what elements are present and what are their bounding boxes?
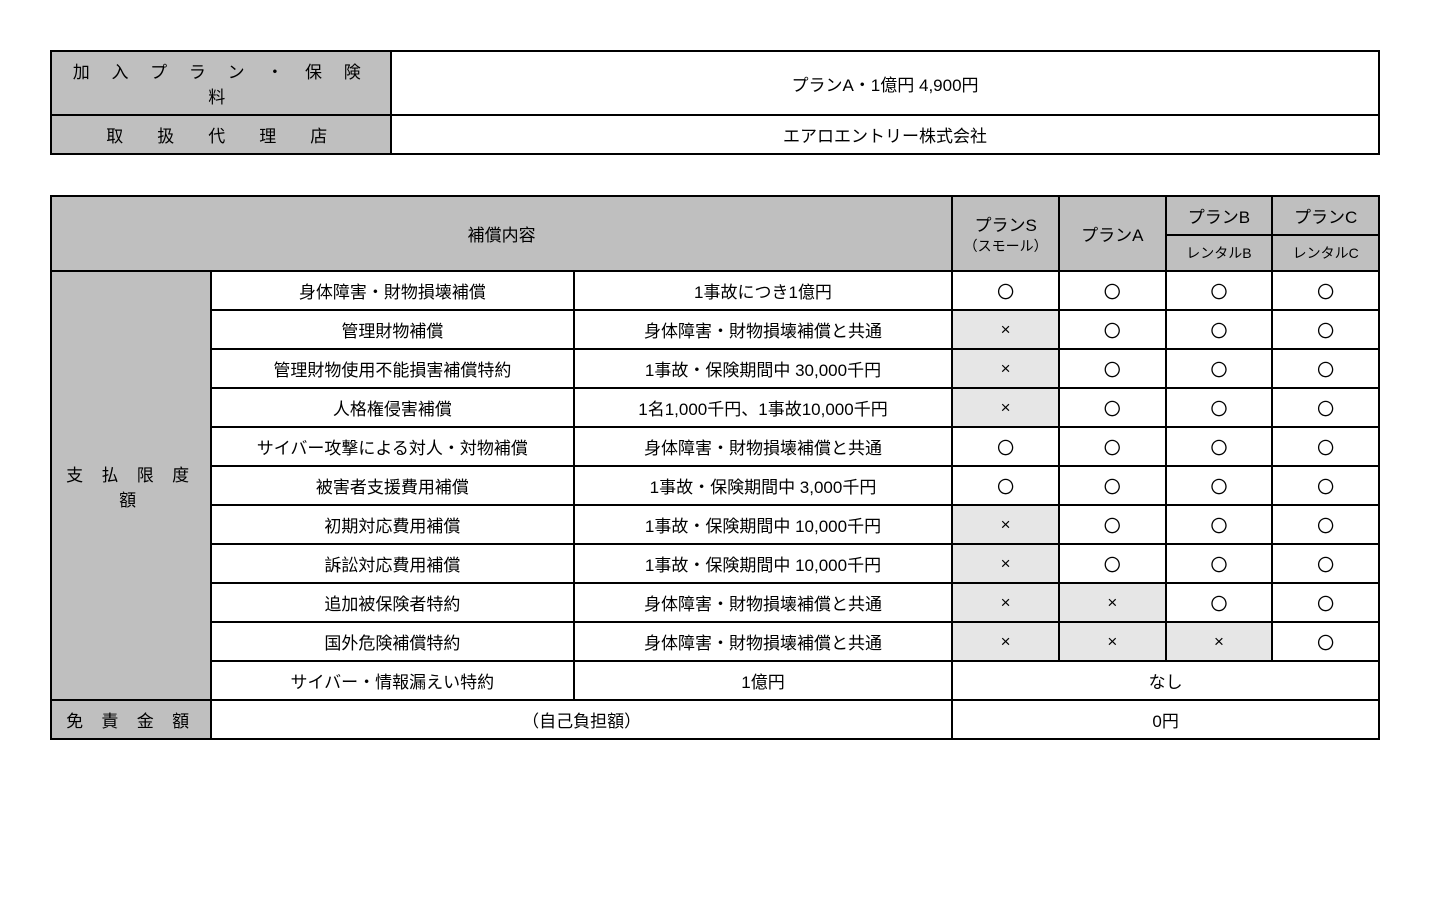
coverage-name: 訴訟対応費用補償	[211, 544, 574, 583]
coverage-amount: 1事故・保険期間中 30,000千円	[574, 349, 953, 388]
agency-label: 取 扱 代 理 店	[51, 115, 391, 154]
coverage-amount: 1名1,000千円、1事故10,000千円	[574, 388, 953, 427]
coverage-row: 国外危険補償特約身体障害・財物損壊補償と共通×××〇	[51, 622, 1379, 661]
plan-mark-cell: 〇	[1166, 583, 1273, 622]
plan-mark-cell: 〇	[952, 466, 1059, 505]
coverage-amount: 1事故につき1億円	[574, 271, 953, 310]
coverage-row: 訴訟対応費用補償1事故・保険期間中 10,000千円×〇〇〇	[51, 544, 1379, 583]
coverage-row: 被害者支援費用補償1事故・保険期間中 3,000千円〇〇〇〇	[51, 466, 1379, 505]
coverage-name: サイバー攻撃による対人・対物補償	[211, 427, 574, 466]
deductible-value: 0円	[952, 700, 1379, 739]
coverage-header: 補償内容	[51, 196, 952, 271]
plan-mark-cell: 〇	[1272, 505, 1379, 544]
plan-mark-cell: 〇	[1059, 388, 1166, 427]
coverage-name: サイバー・情報漏えい特約	[211, 661, 574, 700]
coverage-name: 管理財物使用不能損害補償特約	[211, 349, 574, 388]
agency-value: エアロエントリー株式会社	[391, 115, 1379, 154]
coverage-row: 管理財物使用不能損害補償特約1事故・保険期間中 30,000千円×〇〇〇	[51, 349, 1379, 388]
plan-mark-cell: 〇	[1059, 349, 1166, 388]
plan-s-header: プランS （スモール）	[952, 196, 1059, 271]
plan-mark-cell: 〇	[1059, 466, 1166, 505]
plan-mark-cell: 〇	[1059, 544, 1166, 583]
coverage-row: 追加被保険者特約身体障害・財物損壊補償と共通××〇〇	[51, 583, 1379, 622]
plan-mark-cell: ×	[952, 310, 1059, 349]
plan-mark-cell: 〇	[1059, 427, 1166, 466]
plan-mark-cell: 〇	[1272, 622, 1379, 661]
plan-mark-cell: 〇	[1272, 349, 1379, 388]
coverage-name: 初期対応費用補償	[211, 505, 574, 544]
coverage-body: 支 払 限 度 額身体障害・財物損壊補償1事故につき1億円〇〇〇〇管理財物補償身…	[51, 271, 1379, 700]
plan-b-header: プランB	[1166, 196, 1273, 235]
plan-s-label: プランS	[974, 216, 1036, 235]
plan-mark-cell: 〇	[1166, 349, 1273, 388]
plan-mark-cell: 〇	[1166, 505, 1273, 544]
plan-value: プランA・1億円 4,900円	[391, 51, 1379, 115]
plan-mark-cell: 〇	[952, 427, 1059, 466]
plan-mark-cell: 〇	[1166, 271, 1273, 310]
plan-mark-cell: 〇	[1272, 427, 1379, 466]
plan-mark-cell: 〇	[1166, 388, 1273, 427]
coverage-row: 人格権侵害補償1名1,000千円、1事故10,000千円×〇〇〇	[51, 388, 1379, 427]
document-container: 加 入 プ ラ ン ・ 保 険 料 プランA・1億円 4,900円 取 扱 代 …	[50, 50, 1380, 740]
header-row-agency: 取 扱 代 理 店 エアロエントリー株式会社	[51, 115, 1379, 154]
plan-mark-cell: ×	[952, 388, 1059, 427]
coverage-amount: 身体障害・財物損壊補償と共通	[574, 310, 953, 349]
coverage-name: 追加被保険者特約	[211, 583, 574, 622]
plan-mark-cell: 〇	[1166, 466, 1273, 505]
plan-mark-cell: ×	[1059, 583, 1166, 622]
coverage-name: 人格権侵害補償	[211, 388, 574, 427]
coverage-amount: 1事故・保険期間中 10,000千円	[574, 505, 953, 544]
deductible-note: （自己負担額）	[211, 700, 952, 739]
plan-mark-cell: ×	[1059, 622, 1166, 661]
plan-a-header: プランA	[1059, 196, 1166, 271]
coverage-row: 支 払 限 度 額身体障害・財物損壊補償1事故につき1億円〇〇〇〇	[51, 271, 1379, 310]
plan-mark-cell: 〇	[952, 271, 1059, 310]
plan-s-sublabel: （スモール）	[964, 238, 1048, 254]
coverage-amount: 1事故・保険期間中 10,000千円	[574, 544, 953, 583]
coverage-amount: 身体障害・財物損壊補償と共通	[574, 427, 953, 466]
coverage-amount: 1億円	[574, 661, 953, 700]
coverage-row: 管理財物補償身体障害・財物損壊補償と共通×〇〇〇	[51, 310, 1379, 349]
plan-b-sublabel: レンタルB	[1166, 235, 1273, 271]
coverage-row: 初期対応費用補償1事故・保険期間中 10,000千円×〇〇〇	[51, 505, 1379, 544]
coverage-name: 被害者支援費用補償	[211, 466, 574, 505]
merged-none-cell: なし	[952, 661, 1379, 700]
plan-mark-cell: 〇	[1166, 310, 1273, 349]
coverage-amount: 身体障害・財物損壊補償と共通	[574, 583, 953, 622]
plan-mark-cell: 〇	[1166, 544, 1273, 583]
coverage-name: 国外危険補償特約	[211, 622, 574, 661]
coverage-row: サイバー攻撃による対人・対物補償身体障害・財物損壊補償と共通〇〇〇〇	[51, 427, 1379, 466]
plan-mark-cell: 〇	[1059, 271, 1166, 310]
plan-c-header: プランC	[1272, 196, 1379, 235]
plan-mark-cell: ×	[952, 544, 1059, 583]
payment-limit-label: 支 払 限 度 額	[51, 271, 211, 700]
coverage-amount: 1事故・保険期間中 3,000千円	[574, 466, 953, 505]
header-table: 加 入 プ ラ ン ・ 保 険 料 プランA・1億円 4,900円 取 扱 代 …	[50, 50, 1380, 155]
plan-mark-cell: 〇	[1272, 466, 1379, 505]
plan-mark-cell: 〇	[1059, 310, 1166, 349]
coverage-table: 補償内容 プランS （スモール） プランA プランB プランC レンタルB レン…	[50, 195, 1380, 740]
plan-mark-cell: 〇	[1272, 310, 1379, 349]
header-row-plan: 加 入 プ ラ ン ・ 保 険 料 プランA・1億円 4,900円	[51, 51, 1379, 115]
plan-mark-cell: 〇	[1059, 505, 1166, 544]
plan-mark-cell: ×	[952, 505, 1059, 544]
plan-mark-cell: 〇	[1272, 583, 1379, 622]
plan-mark-cell: 〇	[1272, 388, 1379, 427]
plan-label: 加 入 プ ラ ン ・ 保 険 料	[51, 51, 391, 115]
plan-mark-cell: 〇	[1272, 544, 1379, 583]
plan-mark-cell: ×	[1166, 622, 1273, 661]
plan-mark-cell: ×	[952, 349, 1059, 388]
coverage-name: 身体障害・財物損壊補償	[211, 271, 574, 310]
deductible-label: 免 責 金 額	[51, 700, 211, 739]
plan-mark-cell: 〇	[1272, 271, 1379, 310]
deductible-row: 免 責 金 額 （自己負担額） 0円	[51, 700, 1379, 739]
plan-mark-cell: ×	[952, 583, 1059, 622]
coverage-header-row-1: 補償内容 プランS （スモール） プランA プランB プランC	[51, 196, 1379, 235]
coverage-amount: 身体障害・財物損壊補償と共通	[574, 622, 953, 661]
plan-c-sublabel: レンタルC	[1272, 235, 1379, 271]
plan-mark-cell: ×	[952, 622, 1059, 661]
coverage-row: サイバー・情報漏えい特約1億円なし	[51, 661, 1379, 700]
plan-mark-cell: 〇	[1166, 427, 1273, 466]
coverage-name: 管理財物補償	[211, 310, 574, 349]
